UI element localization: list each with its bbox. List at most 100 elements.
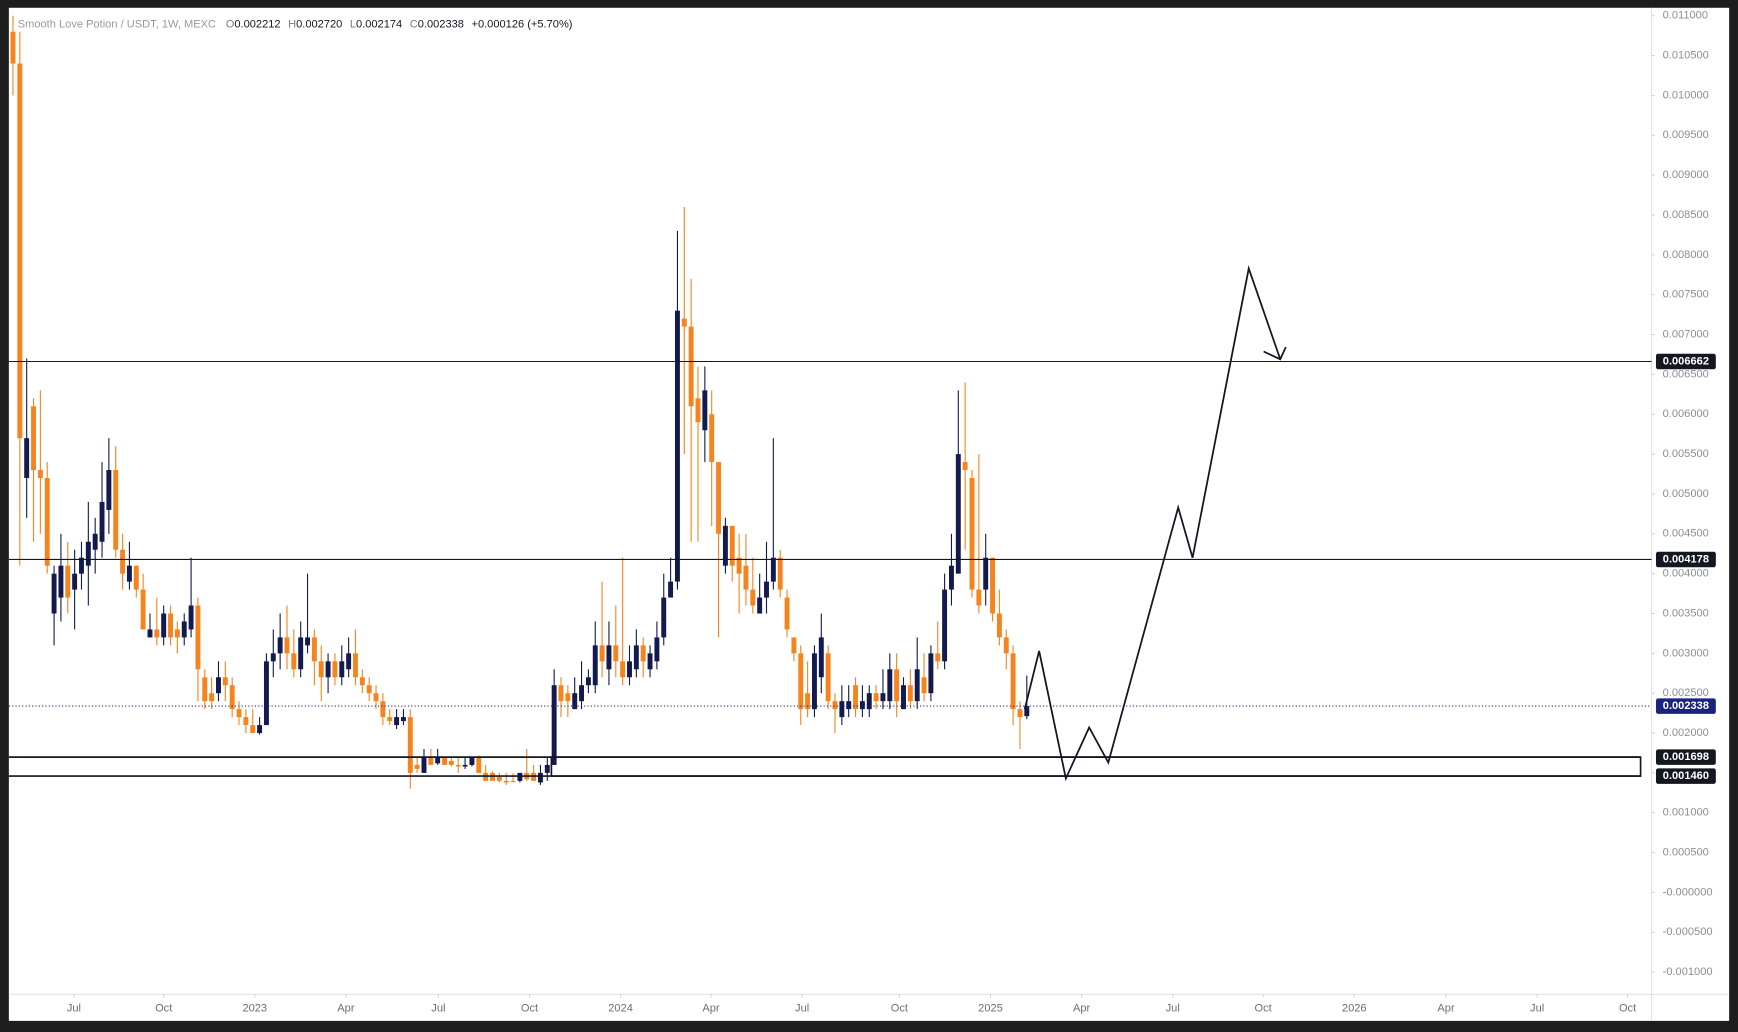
candle-body xyxy=(1010,653,1016,710)
candle-body xyxy=(455,764,461,767)
last-price-box xyxy=(1655,698,1716,714)
candle-body xyxy=(565,693,571,702)
candle-body xyxy=(243,717,249,726)
y-tick-label: 0.009500 xyxy=(1663,129,1709,141)
y-tick-label: 0.005000 xyxy=(1663,488,1709,500)
candle-body xyxy=(339,661,345,678)
candle-body xyxy=(709,414,715,463)
candle-body xyxy=(311,637,317,662)
candle-body xyxy=(216,677,221,694)
candle-body xyxy=(832,701,838,710)
candle-body xyxy=(894,669,900,702)
candle-body xyxy=(647,653,653,670)
x-tick-label: 2023 xyxy=(242,1003,267,1015)
candle-body xyxy=(37,470,43,479)
candle-body xyxy=(716,462,722,534)
candle-body xyxy=(935,653,941,662)
candle-body xyxy=(722,525,728,566)
x-tick-label: 2026 xyxy=(1342,1003,1367,1015)
x-tick-label: 2025 xyxy=(978,1003,1003,1015)
open-label: O xyxy=(226,18,235,30)
candle-body xyxy=(448,760,454,765)
candle-body xyxy=(99,501,105,542)
y-tick-label: 0.007000 xyxy=(1663,328,1709,340)
candle-body xyxy=(955,454,961,574)
candle-body xyxy=(907,685,913,702)
low-value: 0.002174 xyxy=(356,18,402,30)
candle-body xyxy=(688,326,694,407)
y-tick-label: 0.010000 xyxy=(1663,89,1709,101)
zone-label: 0.001460 xyxy=(1663,770,1709,782)
symbol-title: Smooth Love Potion / USDT, 1W, MEXC xyxy=(18,18,216,30)
candle-body xyxy=(805,693,811,710)
y-tick-label: 0.006500 xyxy=(1663,368,1709,380)
y-tick-label: 0.005500 xyxy=(1663,448,1709,460)
y-tick-label: -0.000000 xyxy=(1663,886,1713,898)
y-tick-label: 0.008500 xyxy=(1663,209,1709,221)
candle-body xyxy=(65,565,71,598)
chart-header: Smooth Love Potion / USDT, 1W, MEXC O 0.0… xyxy=(18,18,573,30)
x-tick-label: Oct xyxy=(155,1003,172,1015)
candle-body xyxy=(901,685,906,710)
candle-body xyxy=(695,398,701,423)
candle-body xyxy=(346,653,352,670)
x-tick-label: Oct xyxy=(1255,1003,1272,1015)
x-tick-label: Apr xyxy=(702,1003,720,1015)
candle-body xyxy=(853,685,859,710)
candle-body xyxy=(510,780,516,782)
x-tick-label: Oct xyxy=(521,1003,538,1015)
candle-body xyxy=(887,669,893,702)
candle-body xyxy=(996,613,1002,638)
candle-body xyxy=(92,533,98,550)
candle-body xyxy=(551,685,557,765)
x-tick-label: 2024 xyxy=(608,1003,633,1015)
candle-body xyxy=(263,661,269,726)
candle-body xyxy=(120,549,126,574)
candle-body xyxy=(113,470,119,550)
candle-body xyxy=(873,693,879,702)
y-tick-label: 0.003000 xyxy=(1663,647,1709,659)
candle-body xyxy=(572,693,578,710)
last-price-label: 0.002338 xyxy=(1663,700,1709,712)
candle-body xyxy=(846,701,852,710)
candle-body xyxy=(161,613,167,638)
candle-body xyxy=(825,653,831,702)
candle-body xyxy=(222,677,228,686)
candle-body xyxy=(503,780,509,783)
candle-body xyxy=(914,669,920,702)
y-tick-label: 0.011000 xyxy=(1663,10,1708,22)
candle-body xyxy=(599,645,605,662)
candle-body xyxy=(620,661,626,678)
candle-body xyxy=(106,470,112,510)
drawings xyxy=(8,264,1652,782)
high-value: 0.002720 xyxy=(296,18,342,30)
candle-body xyxy=(400,717,406,722)
zone-box xyxy=(550,756,1642,777)
candle-body xyxy=(537,772,543,783)
candle-body xyxy=(79,557,84,574)
candle-body xyxy=(948,565,954,590)
candle-body xyxy=(1003,637,1009,654)
candle-body xyxy=(44,478,50,566)
candle-body xyxy=(469,756,475,765)
y-tick-label: 0.003500 xyxy=(1663,607,1709,619)
candle-body xyxy=(209,693,215,702)
candle-body xyxy=(236,709,242,718)
candle-body xyxy=(318,661,324,678)
candle-body xyxy=(476,756,482,773)
level-label-box xyxy=(1655,551,1716,568)
candle-body xyxy=(51,573,57,614)
candle-body xyxy=(373,693,379,702)
candle-body xyxy=(654,637,660,662)
candle-body xyxy=(976,589,982,606)
x-tick-label: Apr xyxy=(1437,1003,1455,1015)
x-tick-label: Apr xyxy=(337,1003,355,1015)
candle-body xyxy=(866,693,872,710)
high-label: H xyxy=(288,18,296,30)
zone-label-box xyxy=(1655,768,1716,784)
candle-body xyxy=(791,637,797,654)
candle-body xyxy=(1017,709,1023,718)
close-value: 0.002338 xyxy=(418,18,464,30)
x-tick-label: Jul xyxy=(795,1003,809,1015)
candle-body xyxy=(168,613,173,638)
